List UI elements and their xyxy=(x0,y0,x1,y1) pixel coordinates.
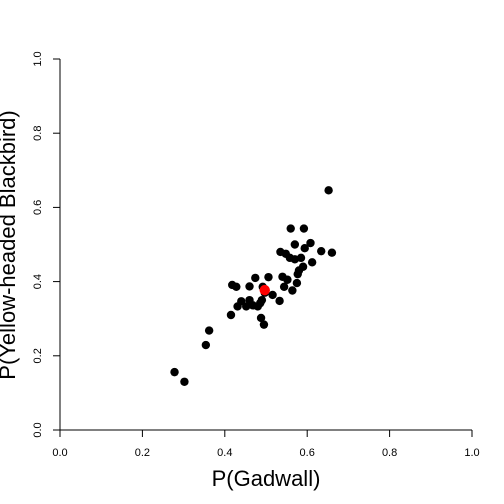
data-point xyxy=(300,244,309,253)
data-point xyxy=(327,248,337,257)
data-point xyxy=(299,224,309,233)
data-point xyxy=(288,286,297,295)
data-point xyxy=(257,295,267,305)
data-point xyxy=(264,272,273,282)
y-axis-title: P(Yellow-headed Blackbird) xyxy=(0,110,20,379)
x-tick-label: 0.8 xyxy=(382,447,397,459)
data-point xyxy=(180,377,189,386)
x-tick-label: 0.0 xyxy=(52,447,67,459)
highlighted-point xyxy=(259,284,270,296)
data-points xyxy=(170,186,337,386)
data-point xyxy=(245,282,254,291)
data-point xyxy=(292,278,302,288)
data-point xyxy=(317,246,326,256)
axes xyxy=(59,59,472,431)
x-tick-label: 0.4 xyxy=(217,447,232,459)
data-point xyxy=(324,186,333,195)
data-point xyxy=(201,340,211,350)
y-tick-label: 1.0 xyxy=(32,51,44,66)
x-tick-label: 0.2 xyxy=(135,447,150,459)
data-point xyxy=(170,367,179,377)
data-point xyxy=(296,253,306,263)
x-axis-title: P(Gadwall) xyxy=(212,466,321,491)
y-tick-label: 0.4 xyxy=(32,274,44,289)
data-point xyxy=(279,282,289,291)
y-tick-label: 0.2 xyxy=(32,348,44,363)
data-point xyxy=(256,313,266,323)
y-ticks: 0.0 0.2 0.4 0.6 0.8 1.0 xyxy=(32,51,60,438)
x-tick-label: 0.6 xyxy=(300,447,315,459)
data-point xyxy=(290,240,300,249)
data-point xyxy=(283,275,292,284)
y-tick-label: 0.6 xyxy=(32,200,44,215)
data-point xyxy=(286,224,295,233)
x-ticks: 0.0 0.2 0.4 0.6 0.8 1.0 xyxy=(52,430,480,459)
x-tick-label: 1.0 xyxy=(464,447,479,459)
y-tick-label: 0.8 xyxy=(32,126,44,141)
data-point xyxy=(242,302,251,311)
data-point xyxy=(268,290,277,300)
data-point xyxy=(251,273,260,283)
data-point xyxy=(237,297,246,306)
data-point xyxy=(307,258,317,267)
data-point xyxy=(226,310,236,320)
y-tick-label: 0.0 xyxy=(32,422,44,437)
data-point xyxy=(232,282,241,291)
data-point xyxy=(259,320,269,329)
data-point xyxy=(306,238,315,248)
data-point xyxy=(298,262,308,271)
data-point xyxy=(275,296,284,306)
data-point xyxy=(204,326,214,335)
